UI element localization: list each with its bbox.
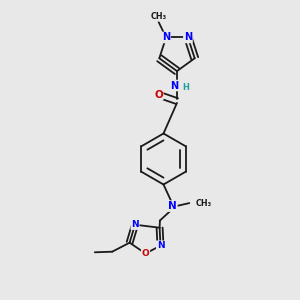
Text: H: H — [182, 82, 189, 91]
Text: CH₃: CH₃ — [196, 199, 212, 208]
Text: O: O — [154, 89, 163, 100]
Text: N: N — [184, 32, 192, 43]
Text: N: N — [131, 220, 139, 229]
Text: N: N — [162, 32, 170, 43]
Text: O: O — [142, 249, 149, 258]
Text: CH₃: CH₃ — [151, 12, 166, 21]
Text: N: N — [157, 241, 164, 250]
Text: N: N — [170, 80, 179, 91]
Text: N: N — [168, 201, 177, 211]
